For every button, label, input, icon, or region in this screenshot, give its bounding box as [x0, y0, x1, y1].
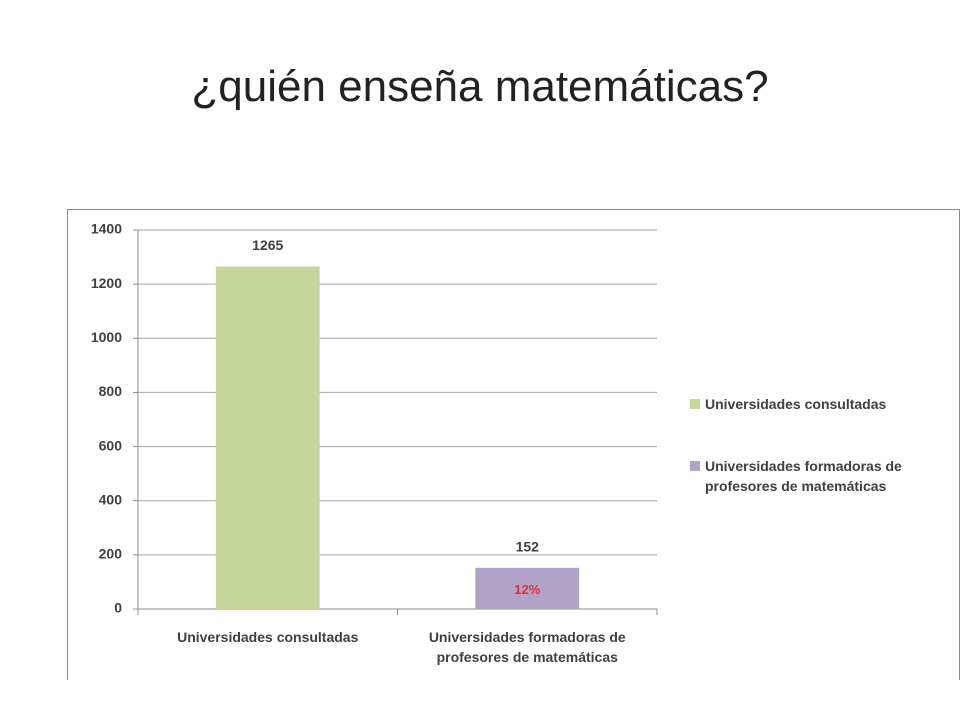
- slide-title: ¿quién enseña matemáticas?: [191, 62, 769, 111]
- legend-label: Universidades formadoras de profesores d…: [705, 458, 902, 494]
- x-tick-label: Universidades consultadas: [177, 629, 359, 645]
- data-label: 152: [516, 539, 540, 555]
- data-label: 1265: [252, 237, 283, 253]
- y-tick-label: 200: [99, 546, 123, 562]
- x-tick-label: Universidades formadoras de profesores d…: [428, 629, 626, 665]
- y-tick-label: 600: [99, 437, 123, 453]
- annotation: 12%: [514, 582, 540, 597]
- y-tick-label: 800: [99, 383, 123, 399]
- y-tick-label: 0: [114, 600, 122, 616]
- y-tick-label: 1000: [91, 329, 122, 345]
- legend-swatch: [690, 399, 700, 409]
- y-tick-label: 1200: [91, 275, 122, 291]
- y-tick-label: 1400: [91, 221, 122, 237]
- bar: [215, 266, 320, 609]
- y-tick-label: 400: [99, 491, 123, 507]
- bar: [475, 567, 580, 609]
- legend-label: Universidades consultadas: [705, 396, 887, 412]
- legend-swatch: [690, 461, 700, 471]
